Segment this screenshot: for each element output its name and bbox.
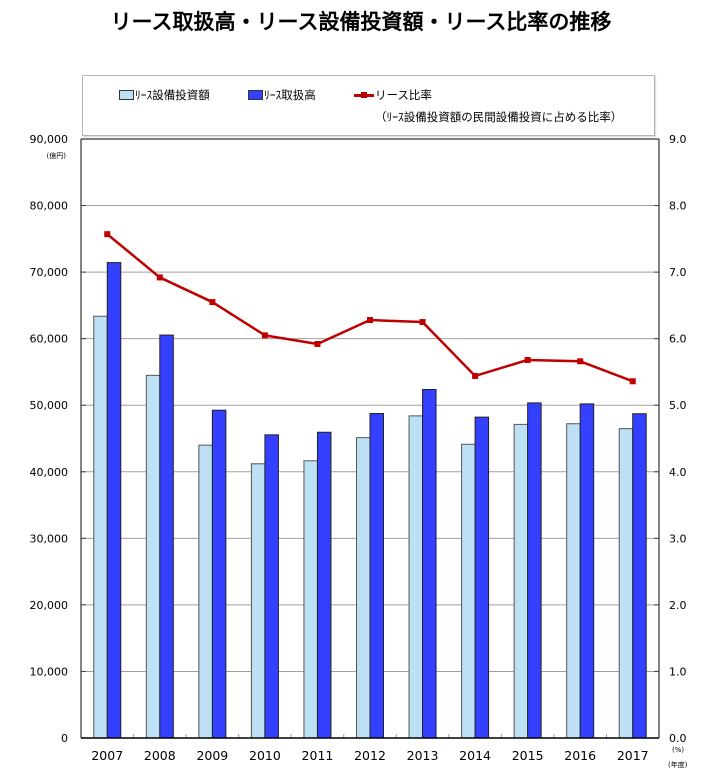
line-marker xyxy=(472,372,479,379)
left-axis-tick-label: 0 xyxy=(61,732,68,745)
right-axis-tick-label: 1.0 xyxy=(669,665,687,678)
bar-lease-volume xyxy=(316,431,332,739)
x-axis-unit: (年度) xyxy=(668,760,688,769)
legend-item-lease-ratio: リース比率 xyxy=(354,87,432,103)
bar-lease-capex xyxy=(566,423,581,739)
line-marker xyxy=(524,356,531,363)
x-axis-tick-label: 2017 xyxy=(617,748,649,763)
left-axis-tick-label: 90,000 xyxy=(30,133,69,146)
left-axis-tick-label: 20,000 xyxy=(30,599,69,612)
legend-note: （ﾘｰｽ設備投資額の民間設備投資に占める比率） xyxy=(375,110,623,124)
bar-lease-volume xyxy=(474,416,490,739)
line-marker xyxy=(156,274,163,281)
legend-label: ﾘｰｽ取扱高 xyxy=(264,88,316,102)
x-axis-tick-label: 2012 xyxy=(354,748,386,763)
right-axis-tick-label: 9.0 xyxy=(669,133,687,146)
bar-lease-capex xyxy=(250,463,266,739)
legend-item-lease-capex: ﾘｰｽ設備投資額 xyxy=(119,87,210,103)
bar-lease-capex xyxy=(145,374,161,739)
bar-lease-volume xyxy=(106,262,122,739)
x-axis-tick-label: 2013 xyxy=(407,748,439,763)
x-axis-tick-label: 2014 xyxy=(459,748,491,763)
right-axis-tick-label: 0.0 xyxy=(669,732,687,745)
bar-lease-capex xyxy=(93,315,108,739)
bar-lease-volume xyxy=(579,403,595,739)
line-lease-ratio xyxy=(106,233,634,383)
x-axis-tick-label: 2011 xyxy=(302,748,334,763)
bar-lease-volume xyxy=(527,402,542,739)
legend-swatch-light-blue-icon xyxy=(119,90,134,100)
bar-lease-capex xyxy=(303,460,318,739)
x-axis-tick-label: 2008 xyxy=(144,748,176,763)
right-axis-tick-label: 2.0 xyxy=(669,599,687,612)
line-marker xyxy=(419,319,426,326)
bar-lease-volume xyxy=(632,413,647,739)
legend: ﾘｰｽ設備投資額 ﾘｰｽ取扱高 リース比率 （ﾘｰｽ設備投資額の民間設備投資に占… xyxy=(82,75,655,136)
legend-label: ﾘｰｽ設備投資額 xyxy=(135,88,210,102)
legend-line-marker-icon xyxy=(354,90,374,100)
legend-item-lease-volume: ﾘｰｽ取扱高 xyxy=(248,87,316,103)
legend-label: リース比率 xyxy=(375,88,432,102)
bar-lease-capex xyxy=(198,444,213,739)
x-axis-tick-label: 2016 xyxy=(564,748,596,763)
left-axis-tick-label: 80,000 xyxy=(30,200,69,213)
right-axis-tick-label: 5.0 xyxy=(669,399,687,412)
bar-lease-volume xyxy=(422,389,437,739)
bar-lease-volume xyxy=(369,413,384,739)
right-axis-tick-label: 3.0 xyxy=(669,532,687,545)
line-marker xyxy=(261,332,268,339)
left-axis-unit: (億円) xyxy=(47,151,67,160)
bar-lease-capex xyxy=(513,423,529,739)
x-axis-tick-label: 2015 xyxy=(512,748,544,763)
line-marker xyxy=(367,317,373,324)
right-axis-tick-label: 4.0 xyxy=(669,466,687,479)
left-axis-tick-label: 60,000 xyxy=(30,333,69,346)
right-axis-tick-label: 8.0 xyxy=(669,200,687,213)
line-marker xyxy=(577,358,584,365)
line-marker xyxy=(104,231,111,238)
x-axis-tick-label: 2009 xyxy=(196,748,228,763)
left-axis-tick-label: 70,000 xyxy=(30,266,69,279)
right-axis-tick-label: 7.0 xyxy=(669,266,687,279)
x-axis-tick-label: 2007 xyxy=(91,748,123,763)
line-marker xyxy=(314,340,321,347)
bar-lease-volume xyxy=(264,434,279,739)
bar-lease-capex xyxy=(408,415,424,739)
x-axis-tick-label: 2010 xyxy=(249,748,281,763)
line-marker xyxy=(209,299,216,306)
bar-lease-capex xyxy=(618,428,634,739)
bar-lease-volume xyxy=(159,334,174,739)
bar-lease-capex xyxy=(356,437,371,739)
bar-lease-volume xyxy=(211,409,227,739)
left-axis-tick-label: 50,000 xyxy=(30,399,69,412)
legend-swatch-blue-icon xyxy=(248,90,263,100)
chart-title: リース取扱高・リース設備投資額・リース比率の推移 xyxy=(110,10,612,34)
left-axis-tick-label: 30,000 xyxy=(30,532,69,545)
left-axis-tick-label: 40,000 xyxy=(30,466,69,479)
bar-lease-capex xyxy=(461,443,476,739)
line-marker xyxy=(629,378,636,385)
right-axis-unit: (%) xyxy=(672,746,684,754)
left-axis-tick-label: 10,000 xyxy=(30,665,69,678)
right-axis-tick-label: 6.0 xyxy=(669,333,687,346)
